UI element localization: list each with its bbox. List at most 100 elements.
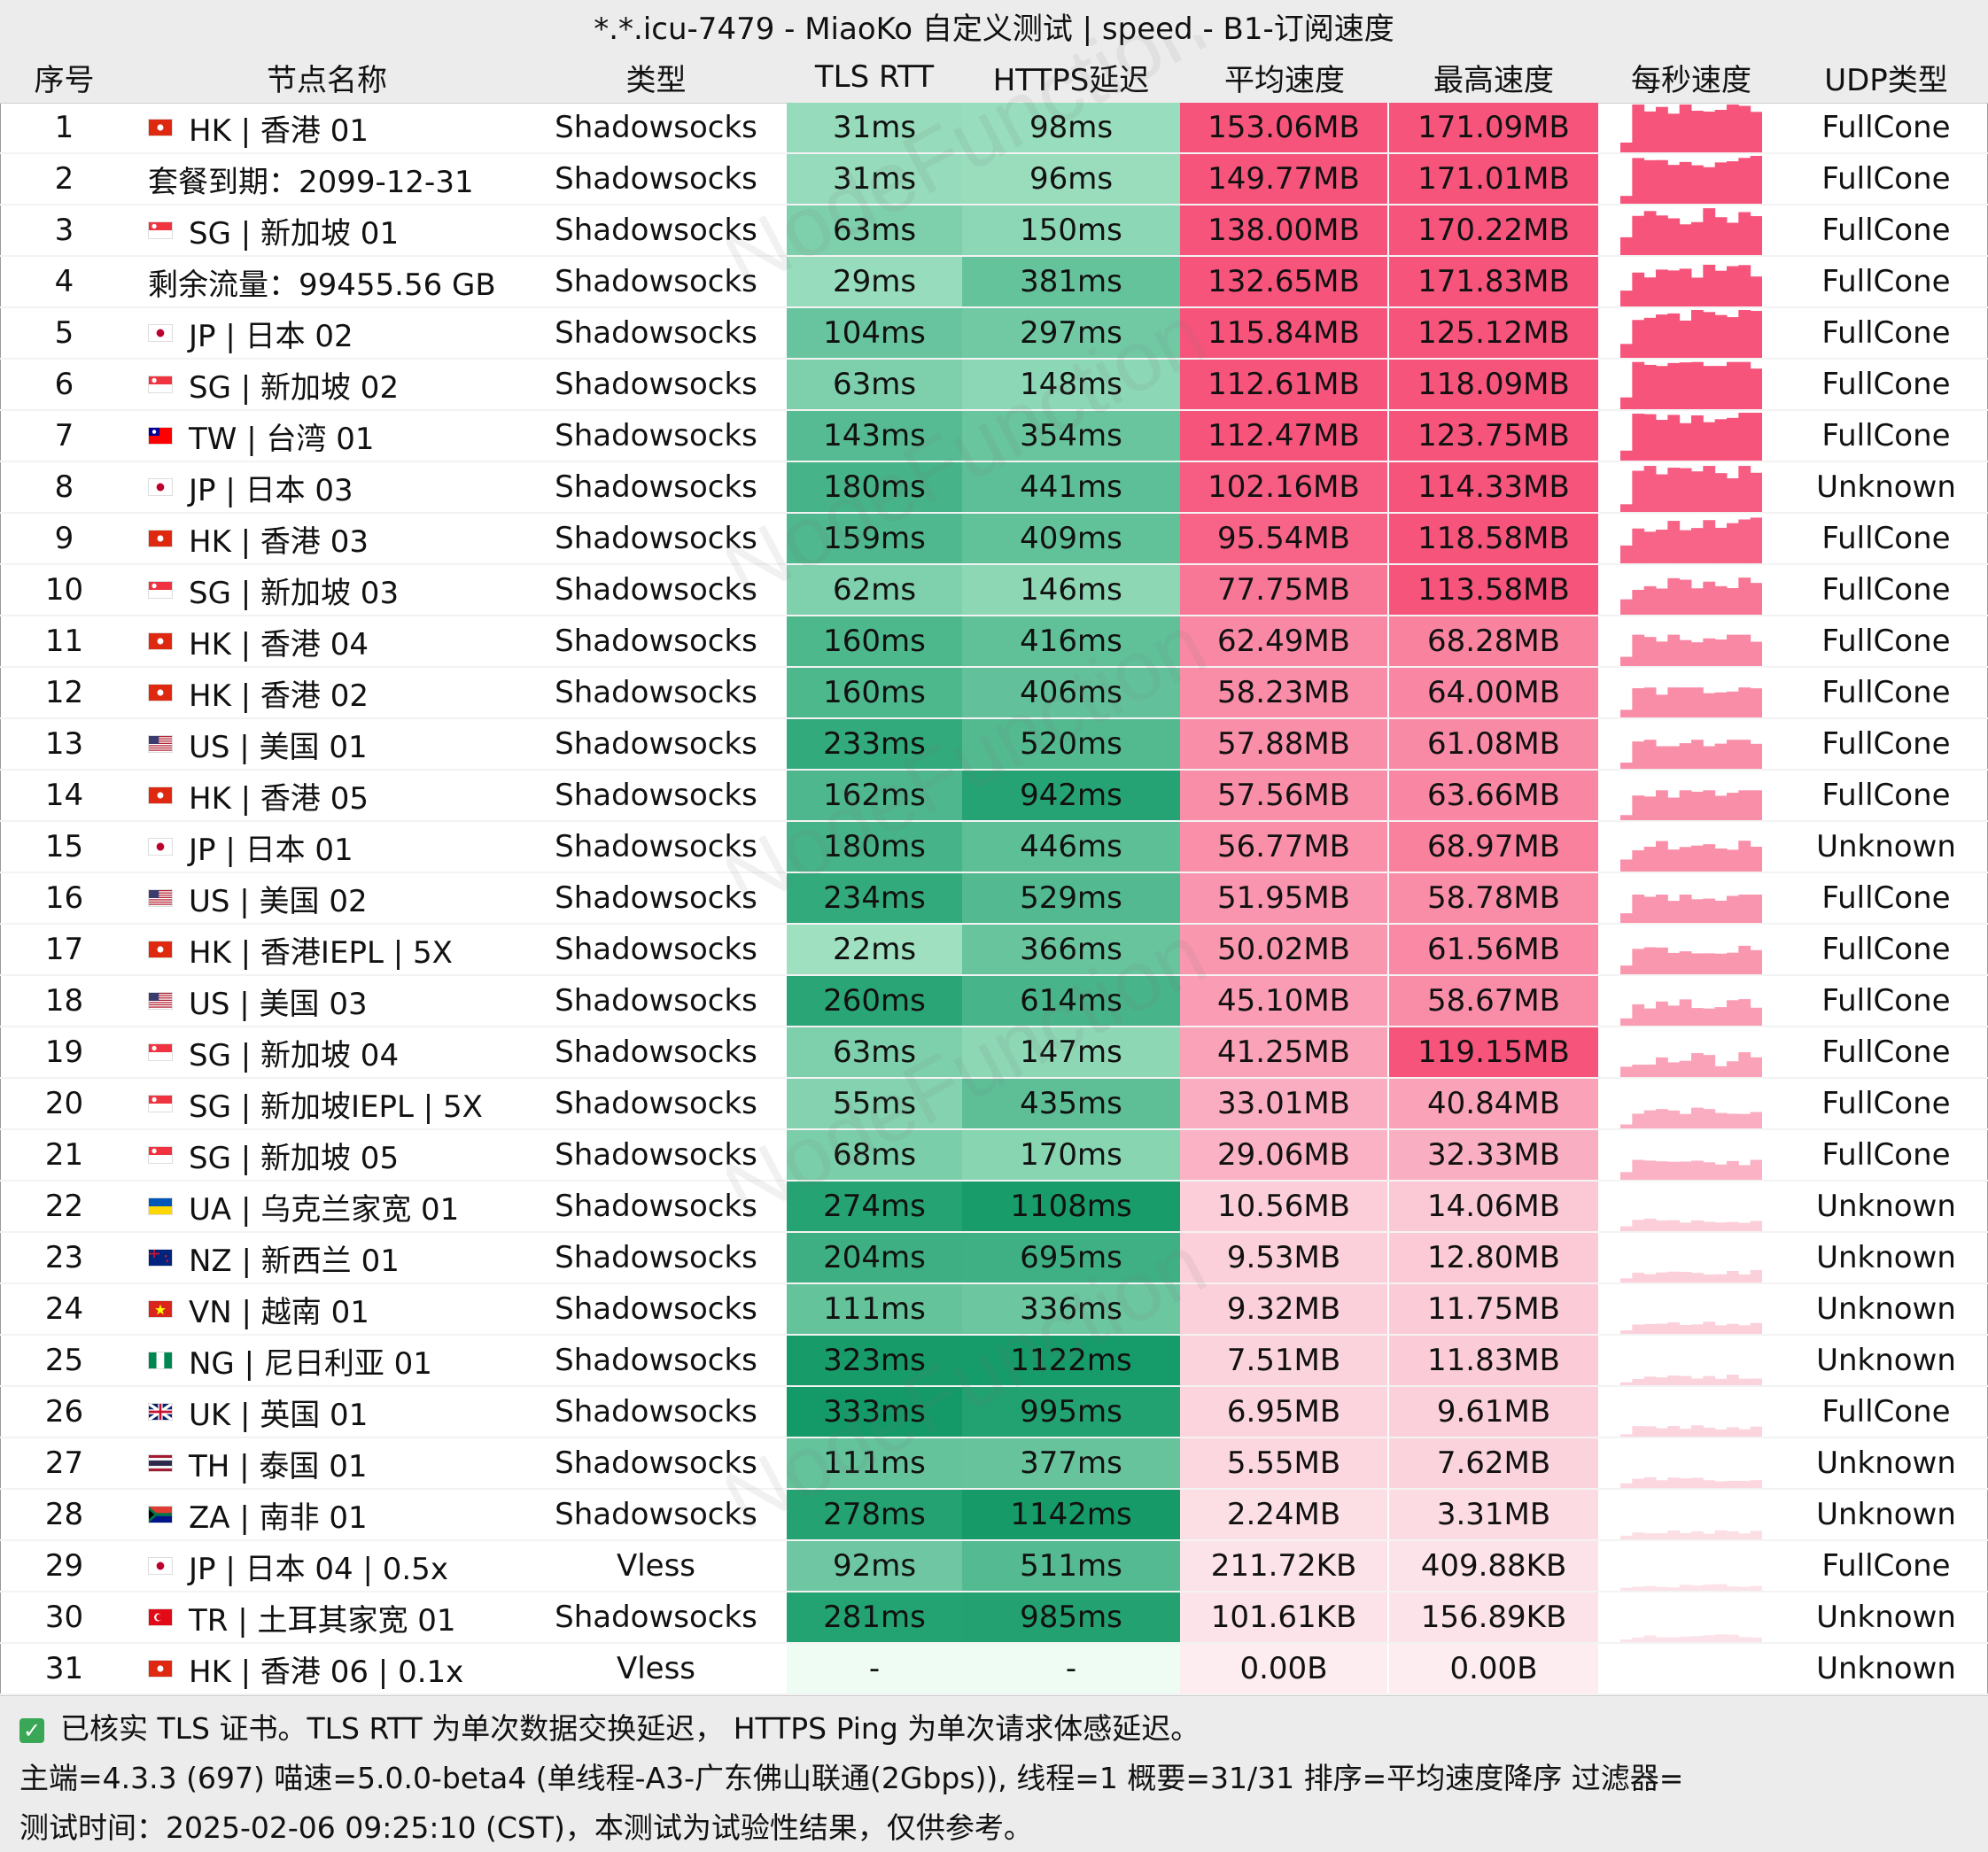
- per-second-speed-bar: [1643, 947, 1657, 974]
- per-second-speed-bar: [1656, 1377, 1668, 1385]
- per-second-speed-bar: [1703, 1533, 1716, 1539]
- country-flag-icon: [148, 838, 173, 856]
- per-second-speed-bar: [1750, 1426, 1762, 1437]
- per-second-speed-bar: [1703, 366, 1716, 409]
- per-second-speed-bar: [1727, 1634, 1739, 1642]
- per-second-speed-bar: [1667, 1587, 1681, 1591]
- table-row: 1 HK | 香港 01 Shadowsocks 31ms 98ms 153.06MB 17…: [0, 103, 1988, 154]
- per-second-speed-bar: [1714, 527, 1728, 563]
- per-second-speed-chart: [1620, 740, 1762, 769]
- node-type: Shadowsocks: [555, 1086, 757, 1121]
- node-name-cell: SG | 新加坡 01: [128, 205, 525, 255]
- node-type: Shadowsocks: [555, 213, 757, 248]
- node-name-cell: 剩余流量：99455.56 GB: [128, 257, 525, 306]
- table-row: 6 SG | 新加坡 02 Shadowsocks 63ms 148ms 112.61MB…: [0, 360, 1988, 411]
- per-second-speed-bar: [1738, 577, 1751, 615]
- per-second-speed-chart: [1620, 1644, 1762, 1693]
- per-second-speed-bar: [1643, 1008, 1657, 1026]
- node-name-cell: JP | 日本 02: [128, 308, 525, 358]
- avg-speed-value: 112.61MB: [1180, 360, 1389, 409]
- per-second-speed-bar: [1738, 265, 1751, 306]
- per-second-speed-bar: [1750, 895, 1762, 923]
- per-second-speed-bar: [1620, 1330, 1633, 1334]
- per-second-speed-cell: [1598, 771, 1784, 820]
- per-second-speed-bar: [1679, 895, 1692, 923]
- per-second-speed-bar: [1679, 743, 1692, 769]
- per-second-speed-bar: [1691, 1160, 1704, 1180]
- per-second-speed-bar: [1632, 795, 1645, 820]
- per-second-speed-cell: [1598, 1284, 1784, 1334]
- row-index: 29: [44, 1548, 84, 1584]
- per-second-speed-bar: [1750, 216, 1762, 255]
- per-second-speed-chart: [1620, 577, 1762, 615]
- https-latency-value: 1122ms: [962, 1336, 1180, 1385]
- node-type: Shadowsocks: [555, 367, 757, 402]
- avg-speed-value: 10.56MB: [1180, 1182, 1389, 1231]
- per-second-speed-bar: [1620, 1483, 1633, 1488]
- node-type: Shadowsocks: [555, 1034, 757, 1070]
- avg-speed-value: 6.95MB: [1180, 1387, 1389, 1437]
- per-second-speed-bar: [1643, 531, 1657, 563]
- per-second-speed-chart: [1620, 105, 1762, 152]
- per-second-speed-bar: [1691, 1220, 1704, 1231]
- per-second-speed-bar: [1727, 849, 1739, 872]
- per-second-speed-bar: [1632, 634, 1645, 666]
- table-row: 18 US | 美国 03 Shadowsocks 260ms 614ms 45.10MB…: [0, 976, 1988, 1027]
- per-second-speed-bar: [1714, 1530, 1728, 1539]
- https-latency-value: 98ms: [962, 103, 1180, 152]
- per-second-speed-bar: [1620, 236, 1633, 255]
- per-second-speed-bar: [1620, 859, 1633, 872]
- per-second-speed-chart: [1620, 687, 1762, 717]
- per-second-speed-bar: [1667, 1220, 1681, 1231]
- country-flag-icon: [148, 1095, 173, 1112]
- per-second-speed-bar: [1691, 1052, 1704, 1077]
- per-second-speed-bar: [1750, 368, 1762, 409]
- https-latency-value: 511ms: [962, 1541, 1180, 1591]
- node-type: Shadowsocks: [555, 1394, 757, 1430]
- per-second-speed-bar: [1714, 1634, 1728, 1642]
- udp-type-value: Unknown: [1816, 1291, 1956, 1327]
- per-second-speed-bar: [1632, 158, 1645, 204]
- per-second-speed-chart: [1620, 1052, 1762, 1077]
- per-second-speed-bar: [1643, 585, 1657, 615]
- per-second-speed-bar: [1738, 1586, 1751, 1591]
- per-second-speed-bar: [1667, 415, 1681, 461]
- per-second-speed-bar: [1750, 1057, 1762, 1077]
- avg-speed-value: 138.00MB: [1180, 205, 1389, 255]
- node-type: Vless: [616, 1651, 696, 1686]
- max-speed-value: 61.56MB: [1389, 925, 1598, 974]
- per-second-speed-bar: [1738, 945, 1751, 974]
- tls-rtt-value: 160ms: [787, 668, 962, 717]
- node-name-cell: TW | 台湾 01: [128, 411, 525, 461]
- tls-rtt-value: 278ms: [787, 1490, 962, 1539]
- col-header-node-name: 节点名称: [267, 62, 387, 98]
- per-second-speed-bar: [1679, 1060, 1692, 1077]
- per-second-speed-chart: [1620, 841, 1762, 872]
- per-second-speed-bar: [1667, 313, 1681, 358]
- per-second-speed-cell: [1598, 411, 1784, 461]
- per-second-speed-bar: [1679, 847, 1692, 872]
- per-second-speed-bar: [1750, 1220, 1762, 1231]
- per-second-speed-bar: [1727, 1480, 1739, 1488]
- tls-rtt-value: 29ms: [787, 257, 962, 306]
- per-second-speed-bar: [1738, 158, 1751, 204]
- per-second-speed-bar: [1667, 1426, 1681, 1437]
- per-second-speed-bar: [1714, 953, 1728, 974]
- per-second-speed-bar: [1667, 270, 1681, 306]
- node-name: JP | 日本 01: [189, 832, 353, 868]
- per-second-speed-bar: [1620, 599, 1633, 615]
- per-second-speed-bar: [1727, 1061, 1739, 1077]
- col-header-max-speed: 最高速度: [1433, 62, 1554, 98]
- per-second-speed-bar: [1691, 165, 1704, 204]
- per-second-speed-bar: [1738, 105, 1751, 152]
- per-second-speed-cell: [1598, 1644, 1784, 1693]
- per-second-speed-bar: [1632, 850, 1645, 872]
- per-second-speed-chart: [1620, 1584, 1762, 1591]
- per-second-speed-bar: [1727, 1586, 1739, 1591]
- node-name: HK | 香港 02: [189, 678, 369, 714]
- per-second-speed-bar: [1714, 1274, 1728, 1282]
- per-second-speed-bar: [1738, 519, 1751, 563]
- per-second-speed-bar: [1643, 896, 1657, 923]
- country-flag-icon: [148, 376, 173, 393]
- per-second-speed-bar: [1656, 1480, 1668, 1488]
